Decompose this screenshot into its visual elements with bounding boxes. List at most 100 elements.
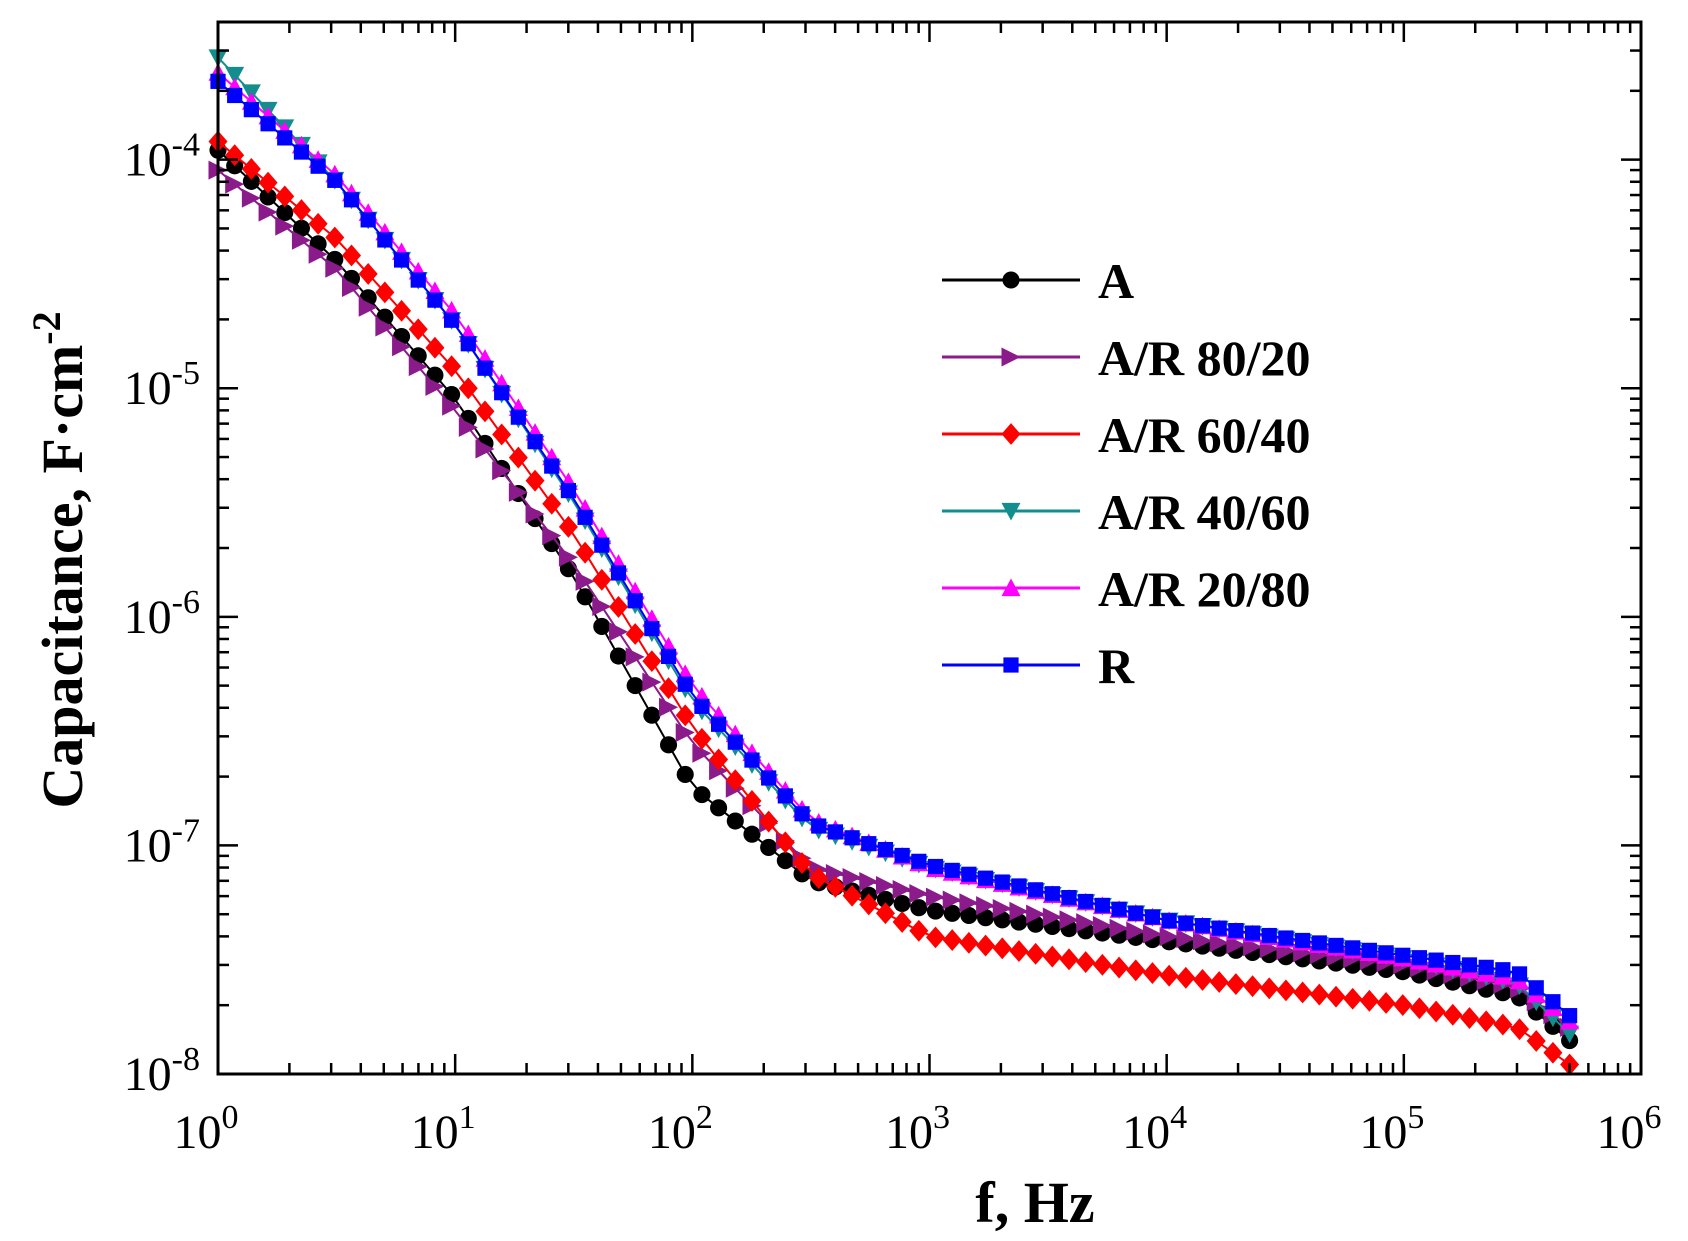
legend-item: R	[942, 638, 1135, 694]
data-point	[227, 87, 243, 104]
data-point	[1461, 957, 1478, 973]
legend-label: R	[1098, 638, 1135, 694]
data-point	[709, 748, 729, 771]
data-point	[977, 870, 994, 886]
legend: A A/R 80/20 A/R 60/40 A/R 40/60 A/R 20/80 R	[942, 253, 1311, 694]
data-point	[1193, 968, 1213, 991]
data-point	[1278, 930, 1294, 946]
data-point	[875, 876, 895, 896]
data-point	[325, 226, 345, 249]
data-point	[1526, 1030, 1546, 1052]
data-point	[709, 761, 729, 781]
legend-label: A	[1098, 253, 1134, 309]
data-point	[608, 595, 628, 618]
data-point	[676, 765, 694, 783]
y-axis-title-main: Capacitance, F·cm	[30, 345, 95, 809]
data-point	[608, 622, 628, 642]
data-point	[693, 786, 711, 804]
data-point	[994, 874, 1010, 890]
data-point	[1076, 951, 1096, 973]
data-point	[842, 884, 862, 907]
data-point	[308, 212, 328, 235]
data-point	[976, 896, 996, 916]
data-point	[1211, 920, 1227, 936]
data-point	[410, 272, 426, 288]
data-point	[1528, 980, 1544, 996]
data-point	[275, 185, 295, 208]
data-point	[959, 931, 979, 954]
data-point	[444, 312, 460, 328]
data-point	[1144, 909, 1161, 925]
data-point	[1493, 1013, 1513, 1036]
data-point	[877, 841, 894, 858]
data-point	[1076, 913, 1096, 933]
data-point	[694, 698, 710, 714]
data-point	[1309, 983, 1329, 1006]
series-line	[217, 71, 1571, 1023]
data-point	[1159, 964, 1179, 987]
series-a-r-80-20	[208, 160, 1580, 1037]
data-point	[1445, 954, 1461, 971]
data-point	[942, 929, 962, 952]
data-point	[525, 469, 545, 492]
data-point	[842, 867, 862, 887]
data-point	[358, 262, 378, 285]
y-tick-label: 10-5	[124, 355, 200, 415]
data-point	[1226, 935, 1246, 955]
data-point	[1109, 956, 1129, 979]
data-point	[458, 417, 478, 437]
data-point	[1078, 893, 1094, 910]
data-point	[291, 199, 311, 222]
data-point	[926, 902, 945, 920]
data-point	[1443, 1003, 1463, 1026]
data-point	[625, 647, 645, 667]
data-point	[325, 258, 345, 278]
y-tick-label: 10-6	[124, 584, 200, 644]
data-point	[1393, 994, 1413, 1016]
data-point	[425, 336, 445, 359]
data-point	[775, 831, 795, 854]
data-point	[594, 537, 610, 553]
data-point	[809, 867, 829, 890]
data-point	[558, 547, 578, 567]
data-point	[1545, 994, 1561, 1010]
data-point	[643, 706, 661, 724]
axis-ticks: 100 101 102 103 104 105 106 10-8 10-7 10-6 10-5 10-…	[124, 20, 1662, 1159]
data-point	[341, 244, 361, 267]
data-point	[1359, 989, 1379, 1012]
data-point	[258, 202, 278, 222]
data-point	[710, 716, 727, 732]
data-point	[1293, 981, 1313, 1004]
data-point	[1259, 977, 1279, 1000]
data-point	[425, 376, 445, 396]
data-point	[243, 102, 259, 118]
data-point	[1361, 942, 1377, 958]
data-point	[276, 204, 294, 222]
data-point	[625, 623, 645, 645]
data-point	[1510, 1018, 1530, 1041]
data-point	[1209, 971, 1229, 993]
data-point	[508, 446, 528, 469]
data-point	[575, 541, 595, 564]
data-point	[277, 130, 293, 146]
x-tick-label: 102	[648, 1099, 713, 1159]
data-point	[408, 318, 428, 341]
data-point	[1244, 925, 1261, 941]
data-point	[761, 770, 777, 786]
data-point	[876, 890, 895, 908]
y-axis-title-superscript: -2	[24, 311, 69, 344]
data-point	[293, 144, 310, 160]
data-point	[692, 743, 712, 763]
data-point	[343, 192, 360, 208]
data-point	[377, 232, 393, 248]
data-point	[811, 818, 827, 834]
data-point	[1276, 979, 1296, 1002]
data-point	[592, 597, 612, 617]
data-point	[310, 158, 326, 174]
data-point	[1478, 959, 1494, 975]
data-point	[460, 336, 476, 352]
legend-item: A	[942, 253, 1134, 309]
legend-marker	[1001, 578, 1021, 597]
data-point	[1094, 897, 1110, 913]
data-point	[1009, 940, 1029, 963]
